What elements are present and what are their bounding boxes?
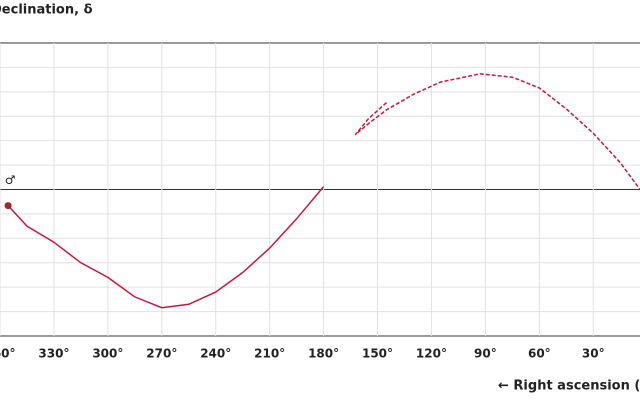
x-tick-label: 90° <box>474 347 497 361</box>
x-axis-title: ← Right ascension (RA) <box>498 379 640 394</box>
series-line <box>7 186 325 309</box>
series-line <box>354 73 640 190</box>
x-tick-label: 150° <box>362 347 393 361</box>
x-tick-label: 360° <box>0 347 16 361</box>
y-axis-title: Declination, δ <box>0 3 93 18</box>
x-tick-label: 270° <box>146 347 177 361</box>
x-tick-label: 120° <box>416 347 447 361</box>
x-tick-label: 30° <box>582 347 605 361</box>
planet-symbol: ♂ <box>5 173 16 187</box>
x-tick-label: 210° <box>254 347 285 361</box>
x-tick-label: 180° <box>308 347 339 361</box>
x-tick-label: 60° <box>528 347 551 361</box>
x-tick-label: 330° <box>38 347 69 361</box>
planet-marker <box>4 202 12 210</box>
x-tick-label: 300° <box>92 347 123 361</box>
x-tick-label: 240° <box>200 347 231 361</box>
